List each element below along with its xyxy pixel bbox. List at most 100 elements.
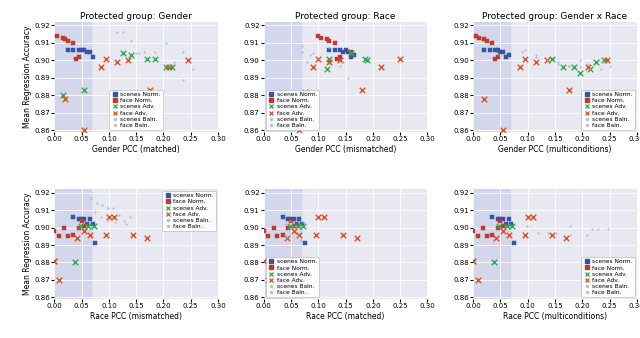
Point bbox=[297, 221, 307, 227]
Point bbox=[259, 258, 269, 263]
Point bbox=[101, 56, 111, 61]
Point bbox=[552, 61, 563, 67]
Point bbox=[90, 241, 100, 246]
Point bbox=[547, 56, 557, 61]
Point bbox=[150, 56, 161, 61]
Point bbox=[338, 59, 348, 65]
Point bbox=[84, 49, 95, 54]
X-axis label: Gender PCC (multiconditions): Gender PCC (multiconditions) bbox=[499, 145, 612, 154]
Point bbox=[472, 234, 483, 239]
Point bbox=[74, 47, 84, 53]
Point bbox=[118, 51, 128, 56]
Point bbox=[523, 214, 533, 220]
Point bbox=[112, 30, 122, 35]
Point bbox=[161, 65, 172, 70]
Point bbox=[70, 260, 80, 265]
Point bbox=[300, 89, 310, 95]
Point bbox=[343, 49, 353, 54]
Point bbox=[346, 51, 356, 56]
Point bbox=[487, 214, 497, 220]
Point bbox=[272, 96, 282, 101]
Point bbox=[188, 66, 198, 72]
Point bbox=[479, 37, 489, 42]
Point bbox=[86, 195, 97, 200]
Point bbox=[468, 258, 478, 263]
Point bbox=[63, 47, 73, 53]
Point bbox=[296, 237, 306, 242]
Point bbox=[272, 234, 282, 239]
Point bbox=[83, 223, 93, 228]
Point bbox=[161, 40, 172, 46]
Point bbox=[300, 241, 310, 246]
Point bbox=[129, 232, 139, 237]
Point bbox=[164, 63, 174, 68]
Point bbox=[74, 216, 84, 221]
Point bbox=[103, 218, 113, 223]
Point bbox=[395, 56, 405, 61]
Point bbox=[504, 216, 514, 221]
Point bbox=[284, 216, 294, 221]
Point bbox=[324, 56, 334, 61]
Point bbox=[563, 63, 573, 68]
X-axis label: Race PCC (multiconditions): Race PCC (multiconditions) bbox=[503, 312, 607, 321]
Point bbox=[591, 59, 601, 65]
Point bbox=[289, 228, 299, 234]
Point bbox=[520, 47, 530, 53]
Point bbox=[88, 223, 99, 228]
Legend: scenes Norm., face Norm., scenes Adv., face Adv., scenes Baln., face Baln.: scenes Norm., face Norm., scenes Adv., f… bbox=[581, 90, 635, 130]
Point bbox=[77, 216, 87, 221]
Point bbox=[324, 59, 334, 65]
Point bbox=[490, 47, 500, 53]
Point bbox=[479, 47, 489, 53]
Point bbox=[76, 223, 86, 228]
Point bbox=[493, 47, 503, 53]
Legend: scenes Norm., face Norm., scenes Adv., face Adv., scenes Baln., face Baln.: scenes Norm., face Norm., scenes Adv., f… bbox=[163, 191, 216, 231]
Bar bbox=[54, 189, 92, 299]
Point bbox=[310, 232, 321, 237]
Point bbox=[501, 221, 511, 227]
X-axis label: Race PCC (mismatched): Race PCC (mismatched) bbox=[90, 312, 182, 321]
Title: Protected group: Gender x Race: Protected group: Gender x Race bbox=[483, 12, 628, 21]
Point bbox=[289, 223, 299, 228]
Point bbox=[101, 232, 111, 237]
Point bbox=[531, 52, 541, 58]
Point bbox=[74, 54, 84, 59]
Point bbox=[495, 49, 506, 54]
Legend: scenes Norm., face Norm., scenes Adv., face Adv., scenes Baln., face Baln.: scenes Norm., face Norm., scenes Adv., f… bbox=[266, 257, 319, 297]
Point bbox=[97, 202, 108, 208]
Point bbox=[586, 66, 596, 72]
Point bbox=[114, 213, 124, 218]
Point bbox=[587, 226, 597, 232]
Bar bbox=[473, 189, 510, 299]
Point bbox=[531, 54, 541, 59]
Point bbox=[330, 40, 340, 46]
Title: Protected group: Gender: Protected group: Gender bbox=[80, 12, 192, 21]
Legend: scenes Norm., face Norm., scenes Adv., face Adv., scenes Baln., face Baln.: scenes Norm., face Norm., scenes Adv., f… bbox=[266, 90, 319, 130]
Point bbox=[491, 235, 501, 241]
Point bbox=[140, 49, 150, 54]
Point bbox=[286, 216, 296, 221]
Point bbox=[528, 214, 538, 220]
Point bbox=[110, 220, 120, 225]
Point bbox=[282, 235, 292, 241]
Point bbox=[282, 235, 292, 241]
Point bbox=[280, 260, 290, 265]
Point bbox=[177, 49, 188, 54]
Point bbox=[472, 277, 483, 283]
Point bbox=[88, 221, 98, 227]
Point bbox=[84, 216, 95, 221]
Point bbox=[335, 54, 345, 59]
Point bbox=[360, 56, 370, 61]
Point bbox=[291, 221, 301, 227]
Point bbox=[292, 223, 303, 228]
Point bbox=[305, 52, 316, 58]
Point bbox=[49, 228, 60, 234]
Point bbox=[482, 234, 492, 239]
Point bbox=[58, 35, 68, 40]
Point bbox=[183, 58, 193, 63]
Point bbox=[298, 220, 308, 225]
Point bbox=[498, 223, 508, 228]
Point bbox=[150, 49, 161, 54]
Point bbox=[504, 52, 514, 58]
Point bbox=[104, 214, 114, 220]
